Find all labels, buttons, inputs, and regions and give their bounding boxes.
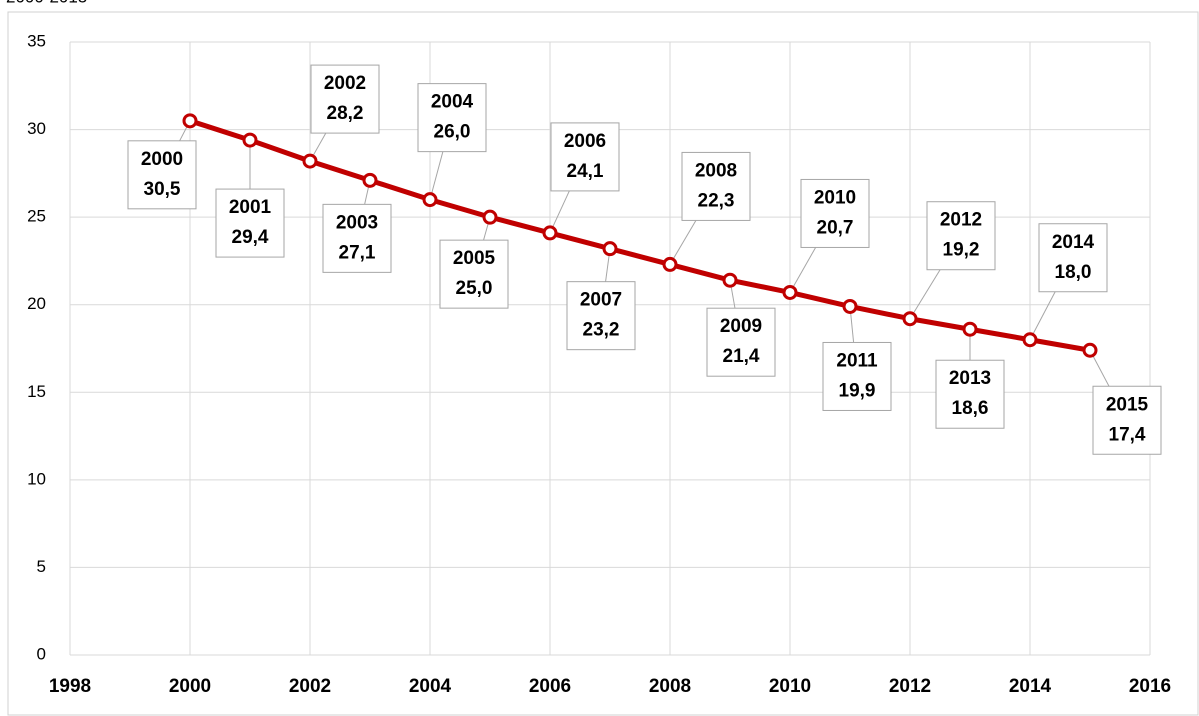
y-tick-label: 10: [27, 469, 46, 488]
label-year: 2006: [564, 131, 606, 152]
label-year: 2008: [695, 160, 737, 181]
data-label: 22,3: [698, 190, 735, 211]
label-year: 2013: [949, 368, 991, 389]
y-tick-label: 20: [27, 294, 46, 313]
label-year: 2015: [1106, 394, 1149, 415]
label-year: 2014: [1052, 232, 1095, 253]
label-box: [681, 151, 751, 221]
data-label: 20,7: [817, 217, 854, 238]
data-label: 26,0: [434, 122, 471, 143]
data-label: 17,4: [1109, 424, 1146, 445]
data-label: 23,2: [583, 320, 620, 341]
data-label: 19,9: [839, 380, 876, 401]
label-year: 2002: [324, 73, 366, 94]
label-box: [822, 341, 892, 411]
label-year: 2000: [141, 149, 183, 170]
label-box: [800, 178, 870, 248]
label-box: [550, 122, 620, 192]
data-label: 18,0: [1055, 262, 1092, 283]
data-point: [842, 298, 858, 314]
data-label: 27,1: [339, 242, 376, 263]
x-tick-label: 2016: [1129, 676, 1171, 697]
x-tick-label: 2006: [529, 676, 571, 697]
data-label: 19,2: [943, 240, 980, 261]
data-point: [1022, 332, 1038, 348]
data-point: [242, 132, 258, 148]
x-tick-label: 1998: [49, 676, 91, 697]
label-box: [439, 239, 509, 309]
x-tick-label: 2008: [649, 676, 691, 697]
label-year: 2004: [431, 92, 474, 113]
data-line: [189, 118, 1091, 353]
label-year: 2010: [814, 187, 856, 208]
x-tick-label: 2012: [889, 676, 931, 697]
x-tick-label: 2004: [409, 676, 452, 697]
x-tick-label: 2000: [169, 676, 211, 697]
label-box: [215, 188, 285, 258]
label-year: 2012: [940, 210, 982, 231]
data-label: 28,2: [327, 103, 364, 124]
data-point: [662, 256, 678, 272]
label-year: 2009: [720, 316, 762, 337]
data-point: [602, 241, 618, 257]
y-tick-label: 0: [37, 644, 46, 663]
data-label: 24,1: [567, 161, 604, 182]
data-point: [962, 321, 978, 337]
x-tick-label: 2002: [289, 676, 331, 697]
label-year: 2005: [453, 248, 496, 269]
label-box: [926, 201, 996, 271]
data-point: [482, 209, 498, 225]
label-box: [417, 83, 487, 153]
data-label: 21,4: [723, 346, 760, 367]
label-box: [310, 64, 380, 134]
label-box: [1092, 385, 1162, 455]
label-year: 2001: [229, 197, 272, 218]
label-box: [706, 307, 776, 377]
data-point: [902, 311, 918, 327]
data-point: [362, 172, 378, 188]
label-year: 2011: [836, 350, 878, 371]
data-point: [782, 284, 798, 300]
data-point: [1082, 342, 1098, 358]
x-tick-label: 2014: [1009, 676, 1052, 697]
data-label: 18,6: [952, 398, 989, 419]
label-box: [1038, 223, 1108, 293]
y-tick-label: 30: [27, 119, 46, 138]
data-label: 30,5: [144, 179, 181, 200]
chart-title: 2000-2015: [6, 0, 87, 6]
x-tick-label: 2010: [769, 676, 811, 697]
label-year: 2007: [580, 290, 622, 311]
data-label: 29,4: [232, 227, 269, 248]
data-point: [302, 153, 318, 169]
y-tick-label: 5: [37, 557, 46, 576]
data-label: 25,0: [456, 278, 493, 299]
data-point: [722, 272, 738, 288]
y-tick-label: 15: [27, 382, 46, 401]
label-year: 2003: [336, 212, 378, 233]
data-point: [542, 225, 558, 241]
label-box: [127, 140, 197, 210]
data-point: [422, 192, 438, 208]
label-box: [322, 203, 392, 273]
y-tick-label: 35: [27, 31, 46, 50]
data-point: [182, 113, 198, 129]
chart-border: [7, 11, 1199, 716]
y-tick-label: 25: [27, 207, 46, 226]
label-box: [935, 359, 1005, 429]
label-box: [566, 281, 636, 351]
